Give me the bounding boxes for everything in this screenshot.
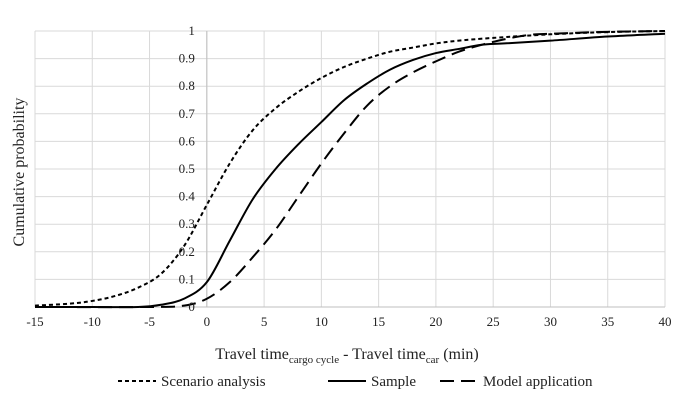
legend-label: Model application xyxy=(483,374,593,390)
x-tick-label: 10 xyxy=(315,314,328,329)
series-line-scenario-analysis xyxy=(34,30,666,307)
series-lines xyxy=(34,30,666,309)
y-tick-label: 0.5 xyxy=(179,161,195,176)
x-axis-title-part1: Travel time xyxy=(215,346,289,363)
legend: Scenario analysis Sample Model application xyxy=(118,374,593,390)
y-tick-label: 0.3 xyxy=(179,216,195,231)
x-tick-label: 0 xyxy=(204,314,211,329)
y-tick-label: 0.2 xyxy=(179,244,195,259)
y-tick-label: 0.7 xyxy=(179,106,196,121)
y-tick-label: 0.1 xyxy=(179,271,195,286)
legend-label: Sample xyxy=(371,374,416,390)
x-tick-label: -5 xyxy=(144,314,155,329)
gridlines xyxy=(34,30,666,308)
y-tick-label: 0.6 xyxy=(179,133,196,148)
legend-label: Scenario analysis xyxy=(161,374,266,390)
y-axis-title: Cumulative probability xyxy=(11,98,28,247)
x-tick-label: -10 xyxy=(84,314,101,329)
x-axis-title: Travel timecargo cycle - Travel timecar … xyxy=(215,346,478,366)
x-tick-label: 20 xyxy=(429,314,442,329)
x-tick-label: -15 xyxy=(26,314,43,329)
y-tick-label: 0.4 xyxy=(179,189,196,204)
y-tick-label: 1 xyxy=(188,23,195,38)
x-tick-label: 40 xyxy=(659,314,672,329)
x-axis-title-sub1: cargo cycle xyxy=(289,354,339,366)
x-axis-title-part2: - Travel time xyxy=(339,346,426,363)
y-tick-label: 0.8 xyxy=(179,78,195,93)
x-tick-label: 35 xyxy=(601,314,614,329)
x-axis-title-part3: (min) xyxy=(439,346,479,363)
y-tick-label: 0 xyxy=(188,299,195,314)
x-tick-label: 30 xyxy=(544,314,557,329)
series-line-model-application xyxy=(34,30,666,309)
x-tick-label: 25 xyxy=(487,314,500,329)
series-line-sample xyxy=(34,32,666,309)
x-tick-label: 5 xyxy=(261,314,268,329)
tick-labels: -15 -10 -5 0 5 10 15 20 25 30 35 40 0 0.1 0.2 0.3 0.4 0.5… xyxy=(26,23,671,329)
y-tick-label: 0.9 xyxy=(179,51,195,66)
x-axis-title-sub2: car xyxy=(426,354,440,366)
x-tick-label: 15 xyxy=(372,314,385,329)
